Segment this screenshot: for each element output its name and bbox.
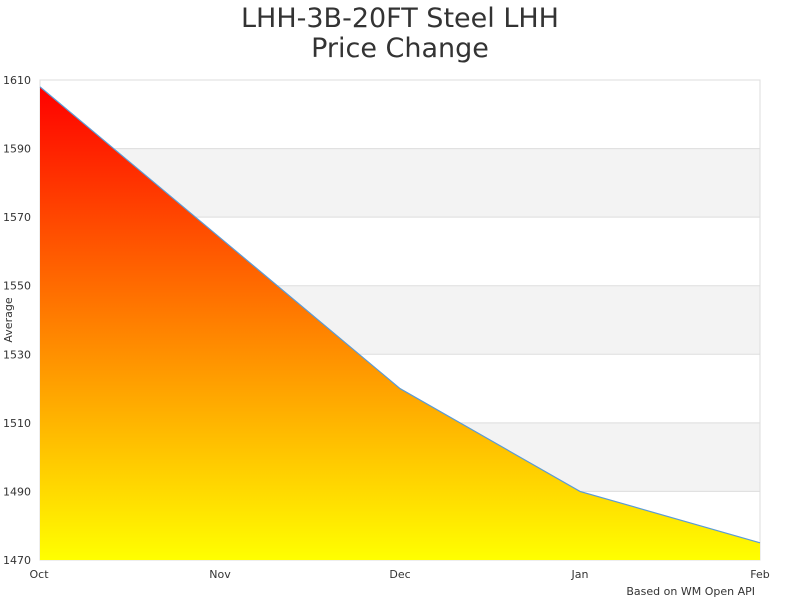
y-tick-label: 1590 — [3, 143, 31, 156]
y-tick-label: 1510 — [3, 417, 31, 430]
x-tick-label: Dec — [389, 568, 410, 581]
y-tick-label: 1530 — [3, 348, 31, 361]
x-tick-label: Jan — [571, 568, 589, 581]
y-tick-label: 1550 — [3, 280, 31, 293]
y-tick-label: 1470 — [3, 554, 31, 567]
x-tick-label: Feb — [750, 568, 769, 581]
y-tick-label: 1490 — [3, 485, 31, 498]
x-tick-label: Nov — [209, 568, 231, 581]
chart-title-line2: Price Change — [311, 33, 489, 64]
y-tick-label: 1610 — [3, 74, 31, 87]
credit-text: Based on WM Open API — [626, 585, 755, 598]
y-tick-label: 1570 — [3, 211, 31, 224]
y-axis-label: Average — [2, 297, 15, 342]
x-tick-label: Oct — [29, 568, 49, 581]
chart-title-line1: LHH-3B-20FT Steel LHH — [241, 3, 559, 34]
